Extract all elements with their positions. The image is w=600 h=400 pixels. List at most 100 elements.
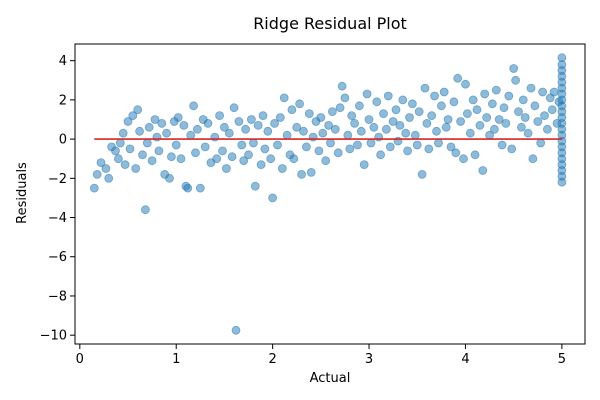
scatter-point [292,122,302,132]
scatter-point [123,117,133,126]
scatter-point [434,138,443,148]
scatter-point [517,122,526,132]
scatter-point [258,111,268,120]
scatter-point [118,128,128,138]
scatter-point [321,156,331,166]
scatter-point [337,81,347,91]
scatter-point [403,146,413,156]
scatter-point [472,105,482,115]
scatter-point [297,169,307,179]
scatter-point [128,111,138,120]
scatter-point [424,144,434,154]
scatter-point [131,164,141,173]
scatter-point [528,154,538,164]
scatter-point [385,142,395,152]
scatter-point [547,105,557,115]
scatter-point [514,107,523,116]
scatter-point [478,166,488,175]
scatter-point [308,132,318,142]
scatter-point [462,109,472,118]
scatter-point [420,83,430,93]
scatter-point [480,89,490,99]
y-tick-label: −8 [48,289,67,304]
scatter-point [253,121,263,130]
scatter-point [526,83,536,93]
scatter-point [165,173,174,183]
scatter-point [530,101,540,111]
scatter-point [364,115,374,124]
scatter-point [501,119,511,128]
scatter-point [557,177,567,187]
scatter-point [465,128,475,138]
scatter-point [381,124,391,134]
scatter-point [518,95,528,105]
x-axis-label: Actual [310,371,351,386]
y-axis-label: Residuals [15,162,30,224]
scatter-point [340,93,350,103]
scatter-point [401,128,411,138]
scatter-point [152,132,162,142]
scatter-point [507,144,517,154]
scatter-point [250,181,260,191]
scatter-point [120,160,130,170]
x-tick-label: 3 [365,352,373,367]
scatter-point [246,115,256,124]
scatter-point [369,122,379,132]
scatter-point [439,87,449,97]
scatter-point [356,126,366,136]
scatter-point [231,325,241,335]
scatter-point [306,167,316,177]
plot-frame [74,43,586,345]
scatter-point [417,169,427,179]
scatter-point [443,115,453,124]
scatter-point [299,126,308,136]
y-tick-label: −10 [40,329,67,344]
scatter-point [410,130,420,140]
scatter-point [509,64,519,73]
scatter-point [176,154,186,164]
scatter-point [219,122,229,132]
scatter-point [133,105,143,115]
scatter-point [324,121,334,130]
scatter-point [101,164,111,173]
scatter-point [449,97,459,107]
scatter-point [405,113,414,122]
scatter-point [379,109,388,118]
scatter-point [186,130,196,140]
scatter-point [395,121,405,130]
scatter-point [275,113,285,122]
scatter-point [239,156,249,166]
scatter-point [234,117,244,126]
scatter-point [140,205,150,215]
scatter-point [482,113,492,122]
scatter-point [468,95,478,105]
scatter-point [347,111,357,120]
plot-area [89,53,567,335]
scatter-point [491,85,501,95]
scatter-point [388,117,398,126]
scatter-point [504,91,514,101]
scatter-point [345,144,355,154]
scatter-point [212,154,222,164]
scatter-point [436,101,446,111]
scatter-point [241,124,251,134]
scatter-point [114,154,123,164]
scatter-point [376,150,386,160]
scatter-point [461,79,470,89]
scatter-point [279,93,289,103]
scatter-point [157,119,167,128]
scatter-point [304,109,314,118]
scatter-point [414,107,424,116]
scatter-point [189,101,199,111]
scatter-point [104,173,114,183]
scatter-point [489,124,499,134]
scatter-point [427,111,437,120]
x-tick-label: 1 [172,352,180,367]
scatter-point [366,138,376,148]
scatter-point [412,140,422,150]
scatter-point [135,126,145,136]
scatter-point [326,138,335,148]
scatter-point [470,150,480,160]
scatter-point [451,148,461,158]
scatter-point [138,150,147,160]
